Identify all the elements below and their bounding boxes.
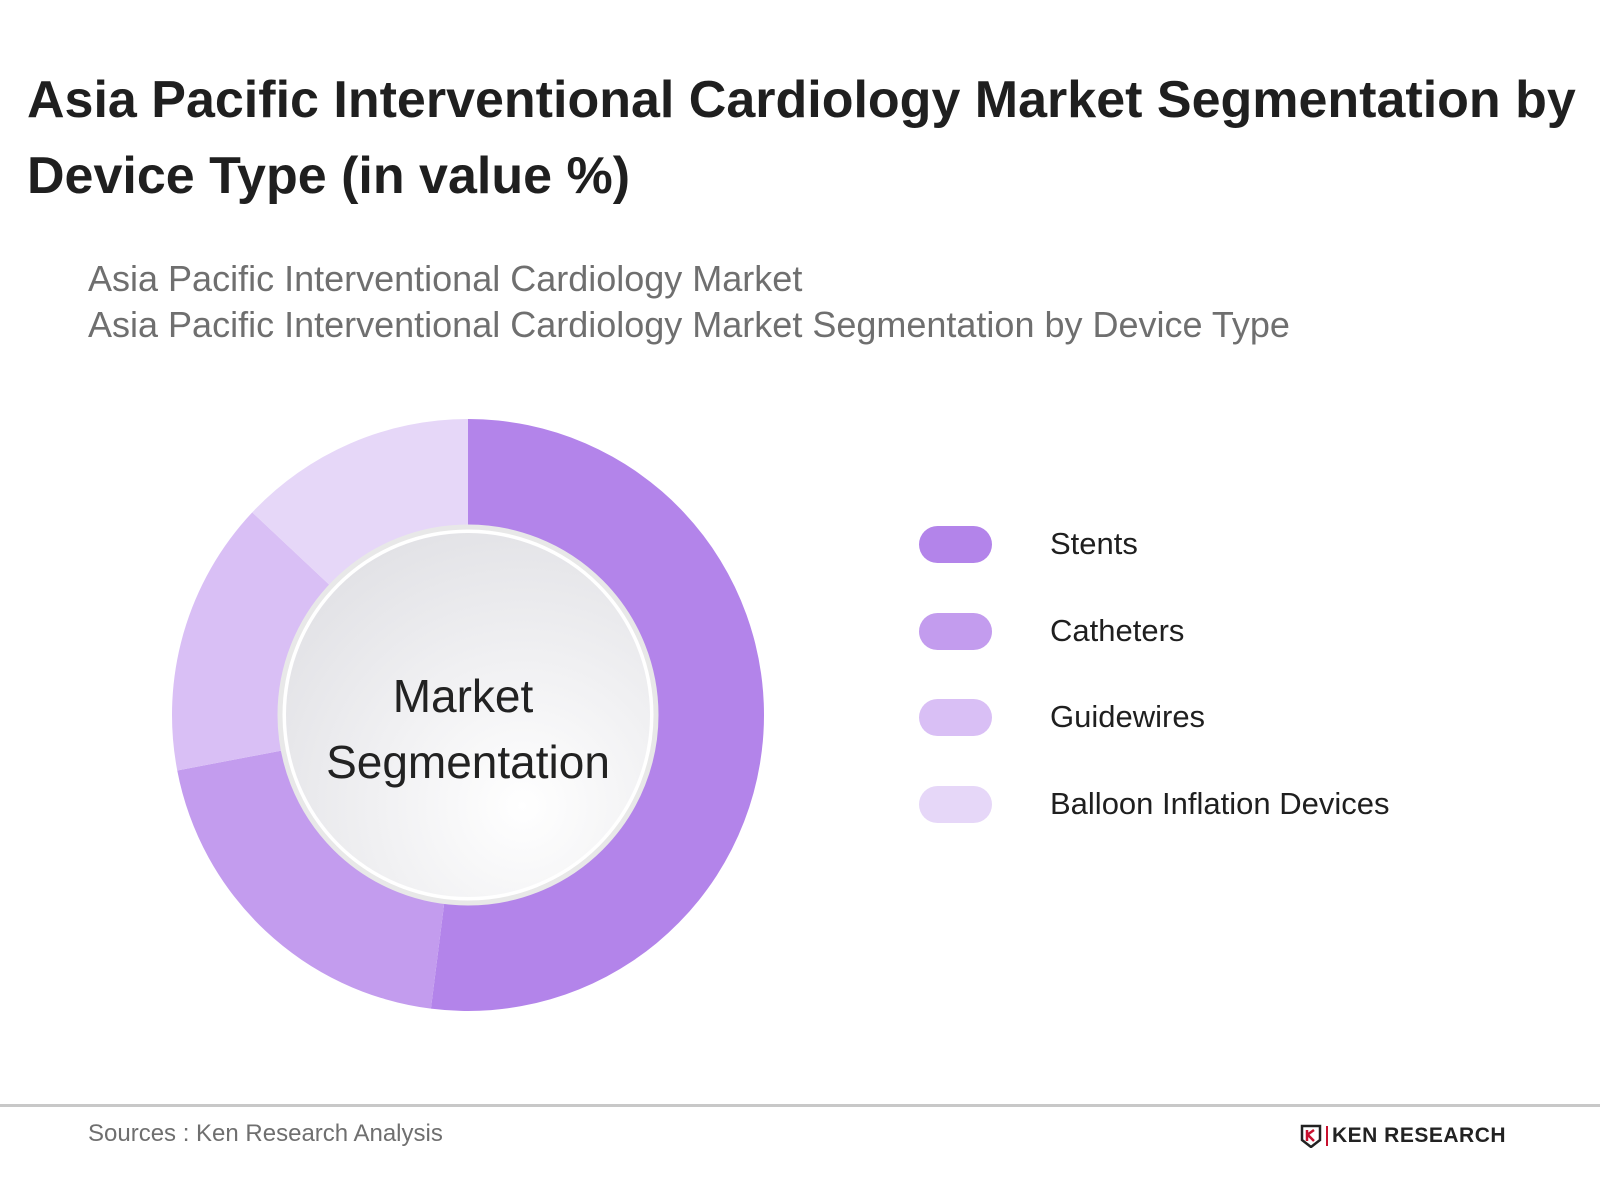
source-note: Sources : Ken Research Analysis xyxy=(88,1120,443,1147)
legend-label: Balloon Inflation Devices xyxy=(1050,786,1390,821)
legend-label: Guidewires xyxy=(1050,699,1206,734)
legend-swatch xyxy=(919,698,992,736)
ken-research-logo: KEN RESEARCH xyxy=(1300,1124,1506,1148)
legend-label: Stents xyxy=(1050,526,1138,561)
center-label-1: Market xyxy=(393,670,534,722)
legend-label: Catheters xyxy=(1050,613,1185,648)
chart-subtitle-2: Asia Pacific Interventional Cardiology M… xyxy=(88,304,1290,345)
legend-swatch xyxy=(919,612,992,650)
legend-item: Balloon Inflation Devices xyxy=(919,785,1389,823)
slice-guidewires xyxy=(172,512,345,771)
legend-item: Guidewires xyxy=(919,698,1205,736)
slice-stents xyxy=(430,419,764,1012)
legend-swatch xyxy=(919,785,992,823)
footer-divider xyxy=(0,1104,1600,1107)
chart-subtitle-1: Asia Pacific Interventional Cardiology M… xyxy=(88,258,803,299)
legend-item: Catheters xyxy=(919,612,1184,650)
legend-item: Stents xyxy=(919,525,1138,563)
center-label-2: Segmentation xyxy=(326,736,610,788)
logo-text: KEN RESEARCH xyxy=(1332,1124,1507,1147)
page-title: Asia Pacific Interventional Cardiology M… xyxy=(27,71,1576,205)
donut-chart: Market Segmentation xyxy=(172,419,764,1012)
center-fill xyxy=(286,533,650,897)
legend-swatch xyxy=(919,525,992,563)
slice-catheters xyxy=(177,746,447,1009)
logo-icon xyxy=(1300,1124,1322,1148)
